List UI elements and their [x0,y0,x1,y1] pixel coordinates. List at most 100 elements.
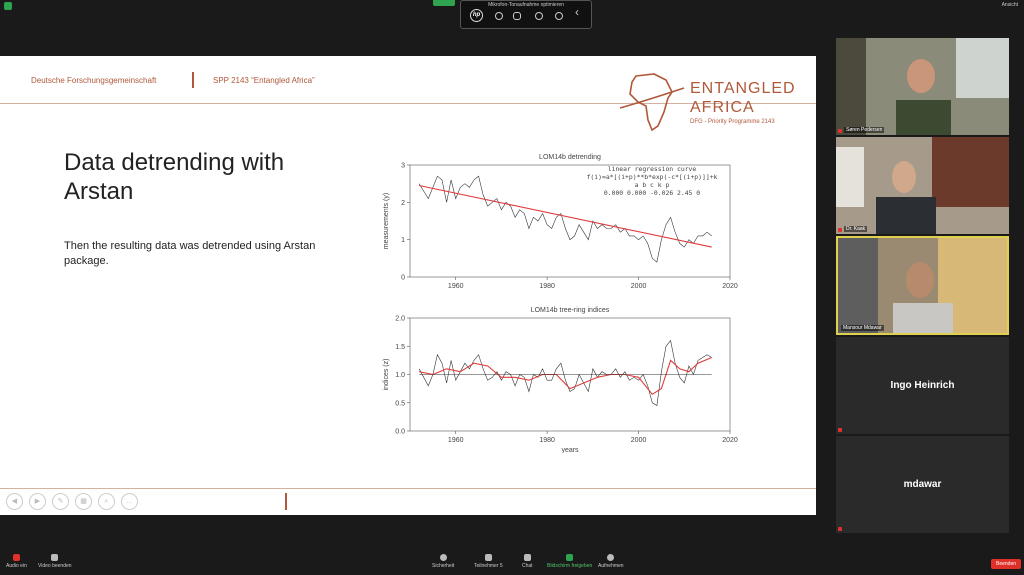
logo-text-entangled: ENTANGLED [690,80,796,97]
series-line-0 [418,339,712,407]
regression-annotation: a b c k p [635,181,670,189]
shield-icon [439,554,447,561]
audio-button[interactable]: Audio ein [6,554,27,569]
y-tick-label: 1.0 [395,372,405,379]
hp-audio-toolbar: Mikrofon-Tonaufnahme optimieren hp [460,0,592,29]
participant-video-image [836,137,1009,234]
share-screen-button[interactable]: Bildschirm freigeben [547,554,592,569]
x-tick-label: 1980 [539,437,555,444]
series-line-1 [418,356,712,396]
more-options-icon[interactable]: … [121,493,138,510]
view-button[interactable]: Ansicht [1001,2,1018,8]
prev-slide-icon[interactable]: ◀ [6,493,23,510]
end-meeting-button[interactable]: Beenden [991,559,1021,569]
sharing-indicator[interactable] [433,0,455,6]
slide-cursor [285,493,287,510]
x-tick-label: 2020 [722,437,738,444]
microphone-icon[interactable] [513,12,521,20]
participant-name: Søren Pedersen [844,127,885,133]
muted-mic-icon [12,554,20,561]
regression-annotation: f(i)=a*[(i+p)**b*exp(-c*[(i+p)]]+k [587,173,718,181]
header-rule [0,103,816,104]
chart-title: LOM14b tree-ring indices [531,307,610,314]
x-tick-label: 1980 [539,283,555,290]
regression-annotation: linear regression curve [608,165,697,173]
africa-map-logo-icon [619,73,685,132]
y-axis-label: indices (z) [383,359,390,391]
next-slide-icon[interactable]: ▶ [29,493,46,510]
pen-icon[interactable]: ✎ [52,493,69,510]
record-label: Aufnehmen [598,563,624,569]
chart-title: LOM14b detrending [539,154,601,161]
x-tick-label: 1960 [448,437,464,444]
detrending-chart: LOM14b detrending 1960 1980 2000 2020 0 1 2 3 mea… [383,154,738,290]
muted-mic-icon [838,428,842,432]
collapse-chevron-icon[interactable]: ‹ [575,5,579,19]
chat-button[interactable]: Chat [522,554,533,569]
slide-title: Data detrending with Arstan [64,149,285,205]
x-tick-label: 2020 [722,283,738,290]
security-button[interactable]: Sicherheit [432,554,454,569]
tree-ring-indices-chart: LOM14b tree-ring indices 1960 1980 2000 2020… [383,307,738,453]
participants-icon [484,554,492,561]
security-label: Sicherheit [432,563,455,569]
x-tick-label: 2000 [631,283,647,290]
participant-video-image [836,38,1009,135]
y-tick-label: 0.5 [395,400,405,407]
chat-label: Chat [522,563,533,569]
hp-toolbar-title: Mikrofon-Tonaufnahme optimieren [488,2,564,8]
record-dot-icon[interactable] [495,12,503,20]
y-tick-label: 2 [401,200,405,207]
logo-text-africa: AFRICA [690,99,755,116]
participants-button[interactable]: Teilnehmer 5 [474,554,503,569]
zoom-icon[interactable]: ⌕ [98,493,115,510]
slide-header-dfg: Deutsche Forschungsgemeinschaft [31,76,157,85]
circle-icon[interactable] [535,12,543,20]
y-tick-label: 0 [401,275,405,282]
audio-label: Audio ein [6,563,27,569]
participant-name: Dr. Kaak [844,226,868,232]
hp-logo-icon[interactable]: hp [470,9,483,22]
zoom-bottom-toolbar: Audio ein Video beenden Sicherheit Teiln… [0,552,1024,575]
video-tile-kaak[interactable]: Dr. Kaak [836,137,1009,234]
plot-frame [409,164,731,278]
x-tick-label: 2000 [631,437,647,444]
presenter-icon[interactable] [555,12,563,20]
y-tick-label: 3 [401,163,405,170]
chat-bubble-icon [523,554,531,561]
y-tick-label: 0.0 [395,429,405,436]
record-icon [607,554,615,561]
regression-annotation: 0.000 0.000 -0.026 2.45 0 [604,189,700,197]
participant-name: Ingo Heinrich [890,380,955,391]
muted-mic-icon [838,129,842,133]
share-screen-label: Bildschirm freigeben [547,563,593,569]
zoom-top-bar: Mikrofon-Tonaufnahme optimieren hp ‹ Ans… [0,0,1024,36]
video-tile-ingo[interactable]: Ingo Heinrich [836,337,1009,434]
camera-icon [51,554,59,561]
muted-mic-icon [838,527,842,531]
slide-body-text: Then the resulting data was detrended us… [64,240,316,267]
security-shield-icon[interactable] [4,2,12,10]
slides-grid-icon[interactable]: ▦ [75,493,92,510]
muted-mic-icon [838,228,842,232]
header-divider [192,72,194,88]
y-tick-label: 1 [401,237,405,244]
y-tick-label: 1.5 [395,344,405,351]
footer-rule [0,488,816,489]
video-tile-soren[interactable]: Søren Pedersen [836,38,1009,135]
video-tile-mansour[interactable]: Mansour Mdawar [836,236,1009,335]
video-button[interactable]: Video beenden [38,554,72,569]
record-button[interactable]: Aufnehmen [598,554,624,569]
y-tick-label: 2.0 [395,316,405,323]
video-label: Video beenden [38,563,72,569]
participant-name: Mansour Mdawar [841,325,884,331]
series-line-1 [418,184,712,248]
participants-count: 5 [499,563,503,569]
slide-header-project: SPP 2143 “Entangled Africa” [213,76,315,85]
participant-name: mdawar [903,479,942,490]
logo-text-dfg: DFG - Priority Programme 2143 [690,119,775,125]
participant-video-image [838,238,1007,333]
video-tile-mdawar[interactable]: mdawar [836,436,1009,533]
series-line-0 [418,175,712,263]
x-tick-label: 1960 [448,283,464,290]
